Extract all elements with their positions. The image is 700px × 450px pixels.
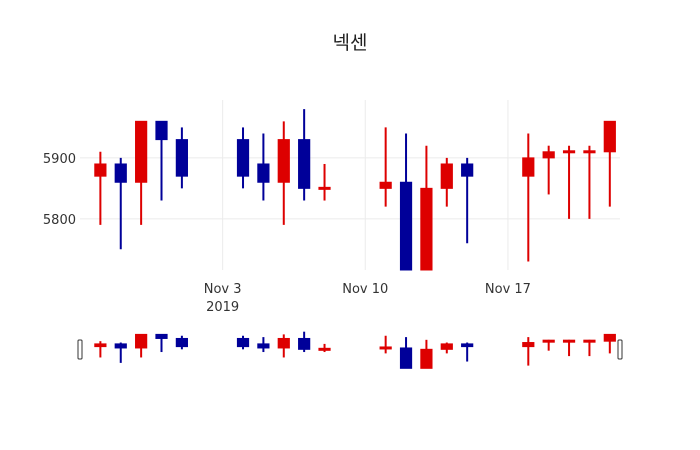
candle-body: [135, 120, 148, 183]
candle-body: [522, 157, 535, 177]
candle[interactable]: [379, 335, 392, 354]
candle[interactable]: [135, 120, 148, 225]
candle[interactable]: [236, 335, 250, 350]
range-slider[interactable]: [77, 331, 623, 369]
candle-body: [318, 347, 331, 351]
candle-body: [603, 333, 616, 342]
y-tick-label: 5800: [43, 213, 76, 228]
x-axis: Nov 3 2019 Nov 10 Nov 17: [204, 282, 531, 315]
candle[interactable]: [440, 342, 453, 354]
candle[interactable]: [236, 127, 250, 189]
candle[interactable]: [135, 333, 148, 358]
range-slider-right-handle[interactable]: [617, 339, 623, 360]
candle[interactable]: [175, 127, 188, 189]
candle[interactable]: [583, 339, 596, 357]
candle-body: [399, 181, 413, 271]
candle[interactable]: [298, 109, 311, 201]
candle[interactable]: [277, 121, 290, 225]
candle[interactable]: [603, 333, 616, 354]
candle[interactable]: [562, 339, 576, 357]
candle-body: [298, 139, 311, 189]
candle-body: [257, 163, 270, 183]
candle[interactable]: [94, 151, 107, 225]
candle-body: [379, 346, 392, 350]
candle[interactable]: [522, 133, 535, 262]
candle-body: [379, 181, 392, 189]
candle-body: [236, 139, 250, 177]
candle[interactable]: [114, 157, 127, 250]
candle[interactable]: [461, 342, 474, 362]
candle[interactable]: [399, 133, 413, 271]
candle-body: [94, 343, 107, 348]
candle-body: [440, 343, 453, 350]
candle-body: [94, 163, 107, 177]
candle-body: [114, 343, 127, 349]
candle[interactable]: [114, 342, 127, 363]
x-tick-label: Nov 10: [342, 282, 388, 297]
candle-body: [318, 186, 331, 190]
x-tick-label: Nov 17: [485, 282, 531, 297]
chart-title: 넥센: [332, 32, 368, 54]
candle[interactable]: [257, 337, 270, 353]
candle-body: [542, 151, 555, 159]
candle[interactable]: [399, 337, 413, 369]
y-tick-label: 5900: [43, 152, 76, 167]
candle-body: [562, 339, 576, 343]
candle[interactable]: [542, 145, 555, 195]
candle[interactable]: [420, 339, 433, 369]
x-tick-label: Nov 3: [204, 282, 242, 297]
candle-body: [583, 150, 596, 154]
candle[interactable]: [175, 335, 188, 350]
candle[interactable]: [257, 133, 270, 201]
candle[interactable]: [298, 331, 311, 353]
candle[interactable]: [440, 157, 453, 207]
candle-body: [440, 163, 453, 189]
candle-body: [542, 339, 555, 343]
candle[interactable]: [542, 339, 555, 351]
candle[interactable]: [318, 343, 331, 353]
candle-body: [461, 343, 474, 348]
range-slider-left-handle[interactable]: [77, 339, 83, 360]
candle-body: [277, 337, 290, 349]
candlestick-series[interactable]: [94, 109, 616, 271]
candle[interactable]: [277, 334, 290, 358]
candle-body: [257, 343, 270, 349]
candle[interactable]: [583, 145, 596, 219]
candle-body: [399, 347, 413, 369]
candle-body: [461, 163, 474, 177]
candle-body: [175, 337, 188, 348]
candle-body: [114, 163, 127, 183]
candle[interactable]: [461, 157, 474, 244]
candle-body: [420, 187, 433, 271]
x-tick-year-label: 2019: [206, 300, 239, 315]
candle-body: [603, 120, 616, 153]
candle[interactable]: [155, 333, 168, 353]
candle[interactable]: [522, 337, 535, 366]
candle-body: [522, 342, 535, 348]
y-axis: 5800 5900: [43, 152, 76, 228]
candle[interactable]: [603, 120, 616, 207]
candle[interactable]: [155, 120, 168, 201]
candle-body: [298, 337, 311, 350]
candle[interactable]: [562, 145, 576, 219]
candle-body: [155, 333, 168, 339]
candle[interactable]: [94, 341, 107, 358]
candle-body: [583, 339, 596, 343]
candle[interactable]: [420, 145, 433, 271]
candle-body: [420, 348, 433, 369]
candle[interactable]: [379, 127, 392, 207]
candle-body: [277, 139, 290, 183]
candle-body: [175, 139, 188, 177]
candle-body: [155, 120, 168, 141]
candle-body: [135, 333, 148, 349]
candle-body: [562, 150, 576, 154]
candle-body: [236, 337, 250, 348]
candle[interactable]: [318, 163, 331, 201]
